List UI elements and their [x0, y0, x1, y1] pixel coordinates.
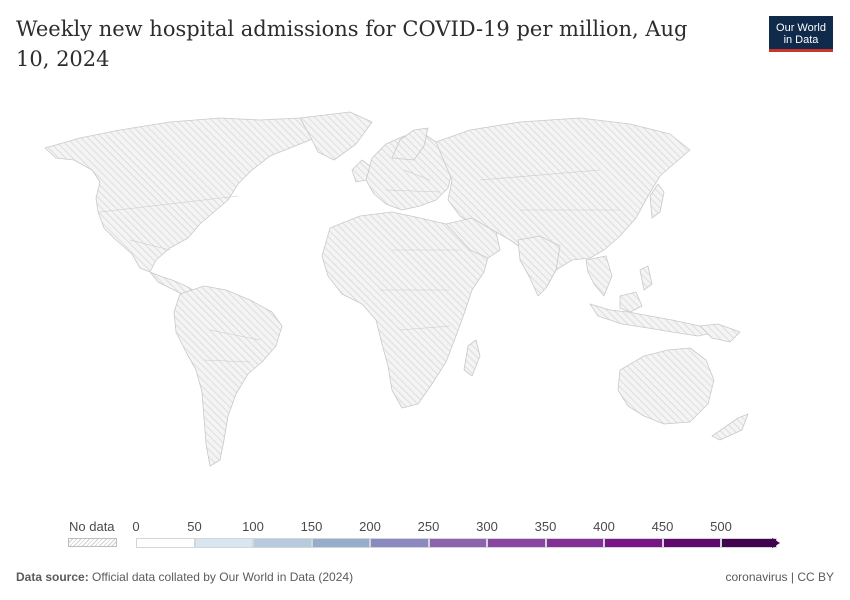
new-zealand [711, 413, 749, 441]
legend-arrow-icon [772, 538, 780, 548]
legend-tick-label: 500 [710, 519, 732, 534]
chart-title: Weekly new hospital admissions for COVID… [16, 17, 688, 71]
data-source: Data source: Official data collated by O… [16, 570, 353, 584]
australia [617, 347, 715, 425]
legend-bin[interactable] [662, 538, 721, 548]
legend-bin[interactable] [428, 538, 487, 548]
scandinavia [391, 127, 429, 161]
india [517, 235, 561, 297]
legend-tick-label: 350 [534, 519, 557, 534]
legend-bin[interactable] [545, 538, 604, 548]
legend-bin[interactable] [136, 538, 195, 548]
madagascar [463, 339, 481, 377]
legend-no-data-swatch [68, 538, 117, 547]
legend-bin[interactable] [604, 538, 663, 548]
japan [649, 183, 665, 219]
philippines [639, 265, 653, 291]
south-america [173, 285, 283, 467]
arabia [445, 217, 501, 259]
africa [321, 211, 491, 409]
new-guinea [699, 323, 741, 343]
world-map[interactable] [0, 100, 850, 480]
indonesia [589, 303, 717, 337]
southeast-asia [585, 255, 613, 297]
logo-line-2: in Data [783, 33, 819, 46]
borneo [619, 291, 643, 313]
legend-tick-label: 450 [651, 519, 674, 534]
data-source-label: Data source: [16, 570, 89, 584]
legend-no-data-label: No data [69, 519, 115, 534]
data-source-text[interactable]: Official data collated by Our World in D… [92, 570, 354, 584]
legend-tick-label: 0 [132, 519, 140, 534]
legend-bin[interactable] [311, 538, 370, 548]
legend-bin[interactable] [253, 538, 312, 548]
legend-bin[interactable] [194, 538, 253, 548]
legend-tick-label: 400 [593, 519, 615, 534]
legend-tick-label: 100 [242, 519, 264, 534]
legend-tick-label: 300 [476, 519, 498, 534]
legend-tick-label: 200 [359, 519, 381, 534]
north-america [44, 113, 361, 273]
greenland [299, 111, 373, 161]
legend-tick-label: 50 [187, 519, 202, 534]
owid-logo[interactable]: Our World in Data [769, 16, 833, 52]
border-lines [99, 169, 620, 363]
uk-ireland [351, 159, 371, 183]
footer-tags[interactable]: coronavirus | CC BY [725, 570, 835, 584]
legend-bin[interactable] [370, 538, 429, 548]
legend-bin[interactable] [721, 538, 777, 548]
logo-line-1: Our World [776, 21, 826, 34]
legend-bin[interactable] [487, 538, 546, 548]
legend-tick-label: 250 [417, 519, 440, 534]
legend-tick-label: 150 [300, 519, 323, 534]
